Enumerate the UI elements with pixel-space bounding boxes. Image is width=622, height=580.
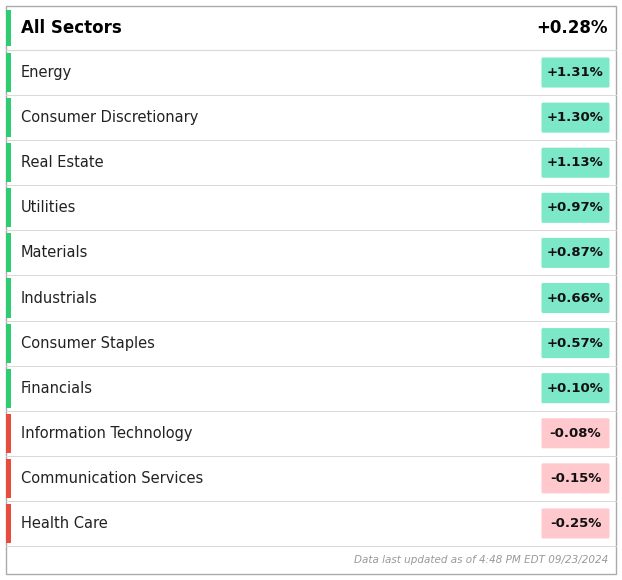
Text: +0.57%: +0.57%	[547, 336, 604, 350]
FancyBboxPatch shape	[542, 328, 610, 358]
FancyBboxPatch shape	[542, 238, 610, 268]
FancyBboxPatch shape	[6, 10, 11, 46]
Text: Real Estate: Real Estate	[21, 155, 104, 170]
FancyBboxPatch shape	[6, 324, 11, 362]
Text: Consumer Discretionary: Consumer Discretionary	[21, 110, 198, 125]
FancyBboxPatch shape	[6, 278, 11, 317]
Text: -0.25%: -0.25%	[550, 517, 601, 530]
Text: +0.87%: +0.87%	[547, 246, 604, 259]
FancyBboxPatch shape	[6, 6, 616, 574]
Text: +0.97%: +0.97%	[547, 201, 604, 215]
FancyBboxPatch shape	[542, 148, 610, 177]
Text: Information Technology: Information Technology	[21, 426, 192, 441]
Text: Communication Services: Communication Services	[21, 471, 203, 486]
Text: Energy: Energy	[21, 65, 72, 80]
FancyBboxPatch shape	[6, 98, 11, 137]
FancyBboxPatch shape	[542, 418, 610, 448]
FancyBboxPatch shape	[542, 103, 610, 133]
Text: All Sectors: All Sectors	[21, 19, 122, 37]
FancyBboxPatch shape	[6, 53, 11, 92]
Text: +0.66%: +0.66%	[547, 292, 604, 304]
FancyBboxPatch shape	[542, 193, 610, 223]
FancyBboxPatch shape	[6, 504, 11, 543]
FancyBboxPatch shape	[6, 369, 11, 408]
Text: -0.08%: -0.08%	[550, 427, 601, 440]
FancyBboxPatch shape	[6, 233, 11, 273]
FancyBboxPatch shape	[542, 57, 610, 88]
FancyBboxPatch shape	[6, 188, 11, 227]
Text: +1.30%: +1.30%	[547, 111, 604, 124]
FancyBboxPatch shape	[542, 509, 610, 538]
FancyBboxPatch shape	[6, 143, 11, 182]
Text: Industrials: Industrials	[21, 291, 98, 306]
FancyBboxPatch shape	[542, 463, 610, 494]
Text: Consumer Staples: Consumer Staples	[21, 336, 155, 350]
Text: +1.13%: +1.13%	[547, 156, 604, 169]
Text: +0.10%: +0.10%	[547, 382, 604, 394]
Text: Data last updated as of 4:48 PM EDT 09/23/2024: Data last updated as of 4:48 PM EDT 09/2…	[354, 555, 608, 565]
Text: Utilities: Utilities	[21, 200, 77, 215]
FancyBboxPatch shape	[542, 283, 610, 313]
FancyBboxPatch shape	[6, 414, 11, 453]
Text: +0.28%: +0.28%	[537, 19, 608, 37]
Text: Health Care: Health Care	[21, 516, 108, 531]
Text: -0.15%: -0.15%	[550, 472, 601, 485]
FancyBboxPatch shape	[542, 373, 610, 403]
Text: Materials: Materials	[21, 245, 88, 260]
FancyBboxPatch shape	[6, 459, 11, 498]
Text: Financials: Financials	[21, 380, 93, 396]
Text: +1.31%: +1.31%	[547, 66, 604, 79]
